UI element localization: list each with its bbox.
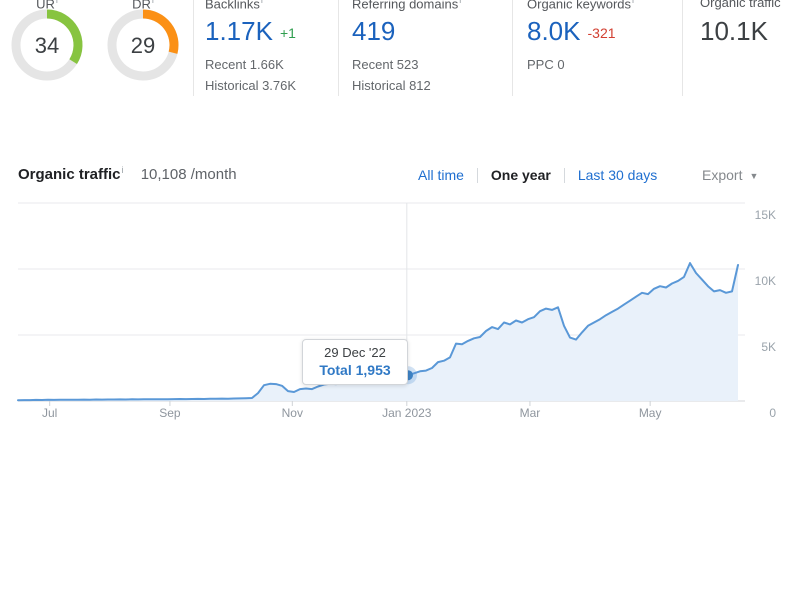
- ur-gauge: URi 34: [7, 0, 87, 96]
- range-tabs: All time One year Last 30 days: [418, 167, 657, 183]
- chart-monthly-value: 10,108 /month: [140, 166, 237, 183]
- backlinks-value[interactable]: 1.17K: [205, 16, 273, 46]
- backlinks-recent: Recent 1.66K: [205, 57, 284, 72]
- x-axis-label: Mar: [520, 406, 541, 420]
- backlinks-delta: +1: [279, 25, 296, 41]
- tooltip-date: 29 Dec '22: [324, 345, 386, 360]
- divider: [563, 167, 565, 183]
- info-icon[interactable]: i: [459, 0, 462, 5]
- dr-gauge: DRi 29: [103, 0, 183, 96]
- export-button[interactable]: Export ▼: [702, 167, 759, 183]
- y-axis-label: 10K: [755, 274, 776, 288]
- stat-referring-domains-label: Referring domainsi: [352, 0, 461, 11]
- chart-tooltip: 29 Dec '22 Total 1,953: [302, 339, 408, 385]
- stat-organic-keywords-label: Organic keywordsi: [527, 0, 634, 11]
- info-icon[interactable]: i: [632, 0, 635, 5]
- referring-domains-historical: Historical 812: [352, 78, 431, 93]
- organic-keywords-ppc: PPC 0: [527, 57, 565, 72]
- backlinks-historical: Historical 3.76K: [205, 78, 297, 93]
- organic-keywords-delta: -321: [587, 25, 616, 41]
- info-icon[interactable]: i: [121, 165, 124, 175]
- gauge-arc: [142, 9, 179, 54]
- divider: [193, 0, 194, 96]
- caret-down-icon: ▼: [749, 171, 759, 181]
- dr-value: 29: [131, 33, 155, 58]
- info-icon[interactable]: i: [151, 0, 154, 5]
- x-axis-label: Jan 2023: [382, 406, 432, 420]
- y-axis-label: 5K: [761, 340, 776, 354]
- info-icon[interactable]: i: [260, 0, 263, 5]
- x-axis-label: Nov: [282, 406, 303, 420]
- organic-traffic-value: 10.1K: [700, 16, 768, 46]
- organic-traffic-chart: 15K 10K 5K 0 Jul Sep Nov Jan 2023 Mar May: [17, 202, 776, 420]
- dr-label: DRi: [103, 0, 183, 11]
- tab-one-year[interactable]: One year: [490, 167, 551, 183]
- ur-value: 34: [35, 33, 59, 58]
- organic-keywords-value[interactable]: 8.0K: [527, 16, 581, 46]
- chart-header: Organic traffici 10,108 /month: [18, 165, 237, 183]
- y-axis-label: 15K: [755, 208, 776, 222]
- chart-title: Organic traffic: [18, 166, 121, 183]
- stat-organic-traffic-label: Organic traffic: [700, 0, 781, 10]
- divider: [682, 0, 683, 96]
- divider: [476, 167, 478, 183]
- ur-donut: 34: [11, 9, 83, 81]
- tab-all-time[interactable]: All time: [418, 167, 464, 183]
- referring-domains-recent: Recent 523: [352, 57, 419, 72]
- tooltip-total: Total 1,953: [319, 362, 391, 378]
- x-axis-label: Sep: [159, 406, 181, 420]
- x-axis-label: Jul: [42, 406, 57, 420]
- divider: [512, 0, 513, 96]
- divider: [338, 0, 339, 96]
- info-icon[interactable]: i: [55, 0, 58, 5]
- tab-last-30-days[interactable]: Last 30 days: [577, 167, 658, 183]
- ur-label: URi: [7, 0, 87, 11]
- dr-donut: 29: [107, 9, 179, 81]
- stat-backlinks-label: Backlinksi: [205, 0, 263, 11]
- traffic-area: [18, 263, 738, 401]
- gauge-arc: [46, 9, 83, 65]
- y-axis-label: 0: [769, 406, 776, 420]
- x-axis-label: May: [639, 406, 662, 420]
- referring-domains-value[interactable]: 419: [352, 16, 396, 46]
